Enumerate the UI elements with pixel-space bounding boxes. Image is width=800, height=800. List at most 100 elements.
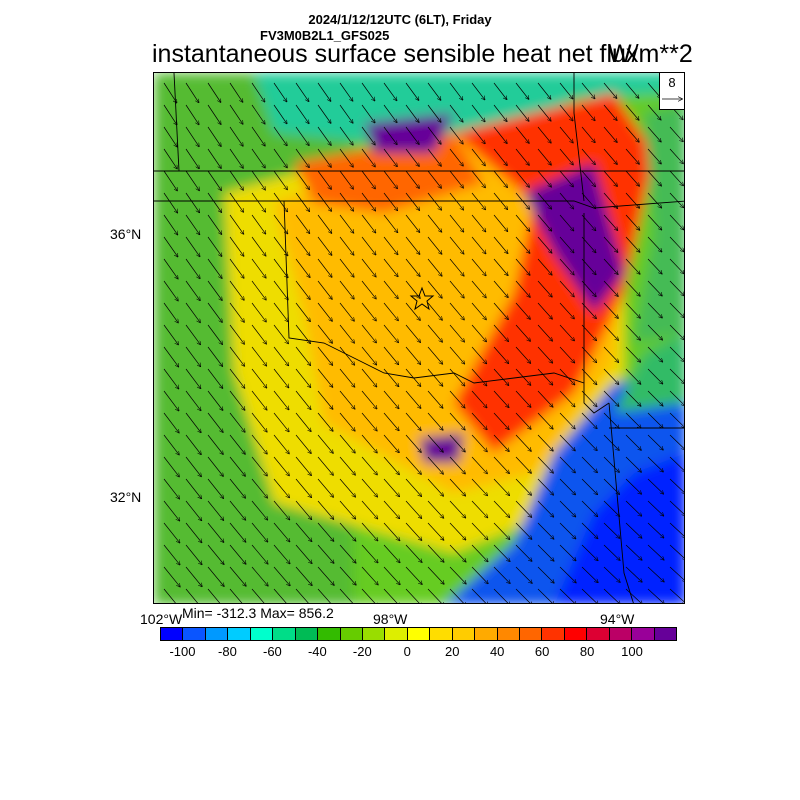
wind-vector bbox=[185, 478, 201, 498]
wind-vector bbox=[383, 588, 400, 603]
wind-vector bbox=[515, 500, 531, 517]
wind-vector bbox=[339, 478, 355, 497]
wind-vector bbox=[427, 192, 441, 210]
wind-vector bbox=[383, 104, 397, 122]
wind-vector bbox=[581, 478, 597, 494]
wind-vector bbox=[581, 368, 597, 384]
wind-vector bbox=[647, 500, 663, 516]
wind-vector bbox=[339, 148, 353, 167]
wind-vector bbox=[449, 346, 464, 364]
wind-vector bbox=[603, 280, 618, 296]
colorbar bbox=[160, 627, 677, 641]
wind-vector bbox=[207, 390, 223, 410]
wind-vector bbox=[559, 390, 575, 407]
wind-reference-value: 8 bbox=[668, 75, 676, 90]
wind-vector bbox=[273, 566, 290, 586]
wind-vector bbox=[537, 522, 554, 539]
wind-vector bbox=[581, 302, 596, 318]
wind-vector bbox=[515, 456, 531, 473]
wind-vector bbox=[229, 148, 243, 168]
wind-vector bbox=[229, 324, 244, 344]
wind-vector bbox=[647, 522, 664, 538]
wind-vector bbox=[163, 170, 177, 191]
wind-vector bbox=[229, 566, 246, 586]
wind-vector bbox=[515, 126, 529, 143]
wind-vector bbox=[603, 390, 619, 406]
colorbar-swatch bbox=[564, 628, 588, 640]
wind-vector bbox=[185, 456, 201, 476]
wind-vector bbox=[405, 82, 419, 100]
wind-vector bbox=[339, 126, 353, 145]
wind-vector bbox=[515, 302, 530, 319]
wind-vector bbox=[317, 522, 334, 541]
wind-vector bbox=[405, 236, 420, 254]
wind-vector bbox=[273, 258, 288, 278]
wind-vector bbox=[317, 390, 333, 409]
wind-vector bbox=[185, 104, 199, 124]
wind-vector bbox=[515, 148, 529, 165]
wind-vector bbox=[471, 500, 487, 518]
wind-vector bbox=[603, 412, 619, 428]
wind-vector bbox=[339, 280, 354, 299]
wind-vector bbox=[471, 522, 488, 540]
wind-vector bbox=[471, 456, 487, 474]
wind-vector bbox=[559, 456, 575, 473]
wind-vector bbox=[669, 456, 684, 472]
wind-vector bbox=[427, 434, 443, 452]
wind-vector bbox=[163, 566, 180, 587]
wind-vector bbox=[251, 104, 265, 124]
wind-vector bbox=[295, 588, 309, 603]
wind-vector bbox=[625, 390, 641, 406]
wind-vector bbox=[449, 456, 465, 474]
wind-vector bbox=[207, 280, 222, 300]
wind-vector bbox=[207, 324, 222, 344]
wind-vector bbox=[427, 588, 444, 603]
wind-vector bbox=[273, 478, 289, 498]
wind-vector bbox=[559, 170, 573, 187]
colorbar-tick-label: 60 bbox=[534, 644, 550, 659]
wind-vector bbox=[625, 588, 642, 603]
wind-vector bbox=[603, 456, 619, 472]
wind-vector bbox=[515, 192, 529, 209]
wind-vector bbox=[229, 126, 243, 146]
wind-vector bbox=[295, 126, 309, 145]
wind-vector bbox=[185, 280, 200, 300]
colorbar-tick-label: 100 bbox=[621, 644, 643, 659]
wind-vector bbox=[383, 500, 399, 518]
wind-vector bbox=[427, 170, 441, 188]
wind-vector bbox=[449, 236, 464, 254]
wind-vector bbox=[427, 82, 441, 100]
wind-vector bbox=[471, 302, 486, 320]
wind-vector bbox=[493, 170, 507, 187]
wind-vector bbox=[559, 104, 573, 121]
wind-vector bbox=[339, 214, 354, 233]
wind-vector bbox=[493, 324, 508, 341]
wind-vector bbox=[515, 236, 530, 253]
wind-vector bbox=[229, 412, 245, 432]
wind-vector bbox=[163, 324, 178, 345]
wind-vector bbox=[317, 456, 333, 475]
wind-vector bbox=[493, 346, 508, 363]
wind-vector bbox=[449, 302, 464, 320]
wind-vector bbox=[581, 456, 597, 472]
wind-vector bbox=[339, 236, 354, 255]
wind-vector bbox=[273, 500, 289, 520]
wind-vector bbox=[361, 126, 375, 145]
wind-vector bbox=[207, 434, 223, 454]
wind-vector bbox=[427, 390, 443, 408]
wind-vector bbox=[647, 236, 662, 252]
wind-vector bbox=[537, 434, 553, 451]
wind-vector bbox=[647, 544, 664, 560]
wind-vector bbox=[405, 302, 420, 320]
wind-vector bbox=[515, 544, 532, 561]
wind-vector bbox=[273, 148, 287, 168]
wind-vector bbox=[295, 236, 310, 255]
wind-vector bbox=[317, 478, 333, 497]
wind-vector bbox=[185, 390, 201, 410]
wind-vector bbox=[647, 148, 661, 164]
wind-vector bbox=[163, 412, 179, 433]
wind-vector bbox=[427, 302, 442, 320]
wind-vector bbox=[229, 522, 246, 542]
wind-vector bbox=[383, 434, 399, 452]
wind-vector bbox=[295, 346, 310, 365]
